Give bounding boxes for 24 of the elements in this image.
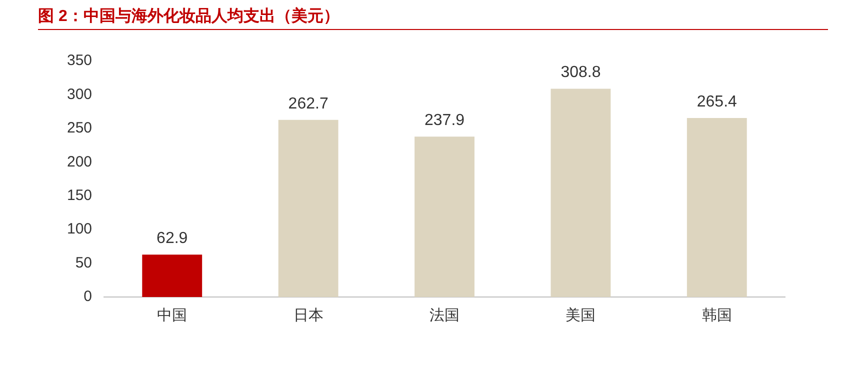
y-tick-label: 150 (66, 187, 92, 204)
bar (686, 118, 747, 297)
data-label: 265.4 (696, 93, 738, 110)
y-tick-label: 50 (75, 254, 92, 272)
y-tick-label: 100 (66, 220, 92, 238)
x-tick-label: 韩国 (702, 307, 732, 324)
chart-title: 图 2：中国与海外化妆品人均支出（美元） (38, 5, 828, 30)
data-label: 262.7 (288, 95, 328, 112)
x-tick-label: 中国 (157, 307, 188, 324)
bar (550, 88, 611, 297)
data-label: 62.9 (156, 230, 188, 247)
y-tick-label: 200 (66, 153, 92, 170)
y-tick-label: 0 (84, 288, 92, 306)
bar (142, 254, 202, 297)
bar (414, 136, 474, 297)
y-tick-label: 350 (66, 52, 92, 70)
x-tick-label: 日本 (293, 307, 324, 324)
data-label: 237.9 (424, 112, 465, 129)
y-tick-label: 250 (66, 120, 92, 137)
data-label: 308.8 (560, 64, 601, 82)
x-tick-label: 法国 (430, 307, 460, 324)
y-tick-label: 300 (66, 86, 92, 103)
bar (278, 120, 338, 297)
x-tick-label: 美国 (566, 307, 596, 324)
